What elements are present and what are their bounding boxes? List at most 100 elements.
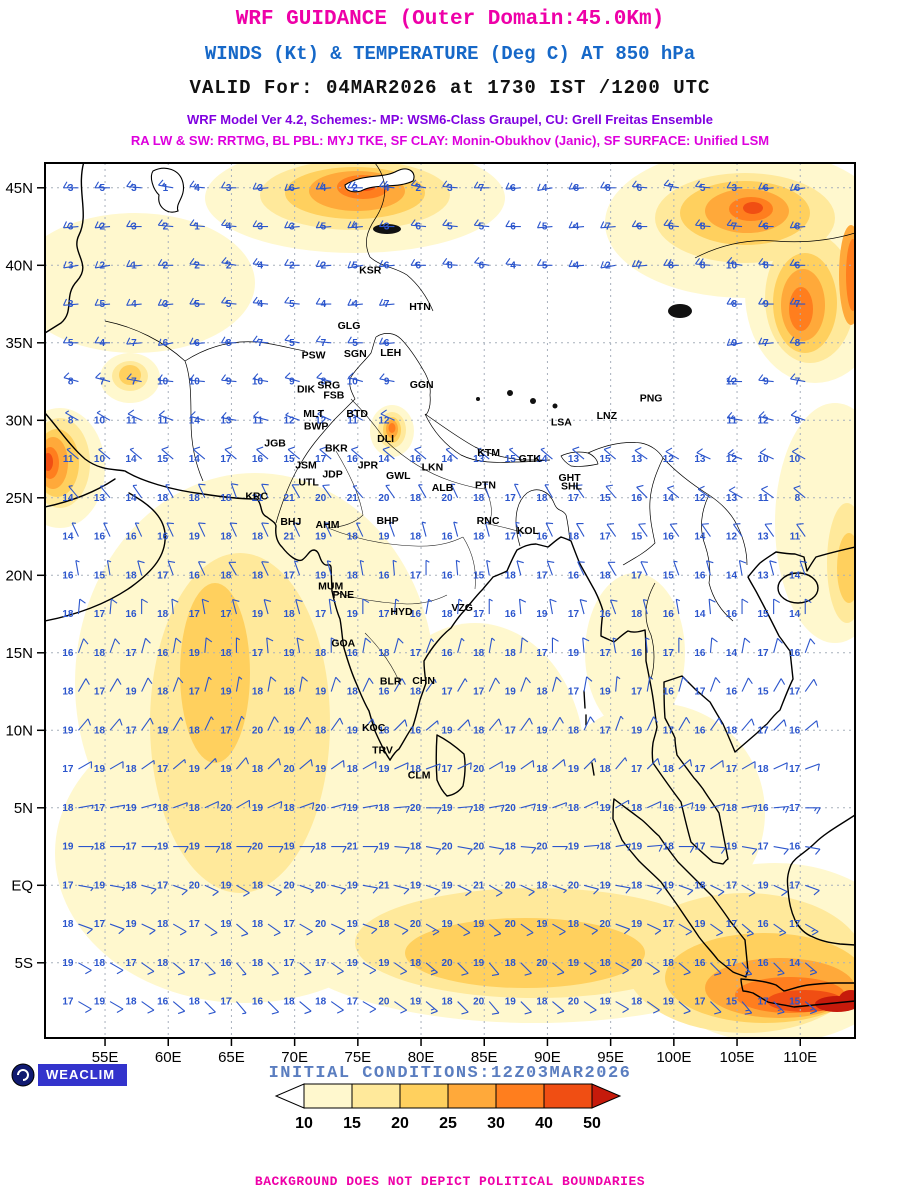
wind-barb-and-temp: 3 [220,181,237,194]
wind-barb-and-temp: 18 [726,803,758,814]
temp-value: 19 [568,958,580,969]
wind-barb-feather [622,969,629,975]
temp-value: 3 [131,183,137,194]
wind-barb-and-temp: 21 [347,485,364,504]
wind-barb-and-temp: 18 [126,560,145,581]
temp-value: 17 [568,493,580,504]
temp-value: 18 [94,648,106,659]
wind-barb-feather [728,486,736,491]
wind-barb-shaft [95,303,111,306]
wind-barb-shaft [316,340,332,344]
wind-barb-feather [401,929,409,935]
temp-contour-fill [846,239,855,311]
wind-barb-shaft [299,717,308,731]
wind-barb-shaft [552,802,567,809]
wind-barb-and-temp: 19 [442,719,471,736]
wind-barb-shaft [192,448,206,460]
wind-barb-shaft [362,884,378,889]
wind-barb-feather [528,891,535,897]
wind-barb-half-feather [635,183,639,188]
wind-barb-feather [378,298,383,306]
wind-barb-and-temp: 18 [62,919,93,935]
wind-barb-shaft [172,758,186,770]
wind-barb-and-temp: 18 [157,677,184,698]
wind-barb-half-feather [745,1009,750,1012]
wind-barb-and-temp: 18 [252,758,281,775]
temp-value: 20 [315,803,327,814]
wind-barb-shaft [710,962,722,974]
wind-barb-and-temp: 18 [758,762,788,775]
wind-barb-feather [198,561,206,563]
temp-value: 17 [789,687,801,698]
wind-barb-feather [373,846,379,853]
temp-value: 15 [758,609,770,620]
temp-value: 19 [568,764,580,775]
wind-barb-half-feather [563,890,567,894]
wind-barb-shaft [106,560,111,576]
wind-barb-and-temp: 16 [758,919,787,937]
temp-value: 19 [157,842,169,853]
wind-barb-feather [147,970,155,975]
wind-barb-feather [467,719,471,727]
wind-barb-and-temp: 17 [410,559,430,581]
wind-barb-and-temp: 19 [663,880,694,896]
wind-barb-and-temp: 16 [694,560,714,581]
wind-barb-feather [241,933,249,937]
wind-barb-half-feather [434,679,437,683]
wind-barb-feather [696,448,703,454]
wind-barb-feather [559,717,564,724]
temp-value: 18 [442,609,454,620]
temp-value: 19 [442,803,454,814]
temp-value: 11 [758,493,769,504]
wind-barb-shaft [235,716,243,731]
wind-barb-and-temp: 17 [663,637,683,659]
wind-barb-half-feather [458,598,463,602]
wind-barb-shaft [95,377,111,383]
wind-barb-and-temp: 19 [347,598,370,620]
wind-barb-half-feather [565,802,568,807]
wind-barb-feather [622,1008,629,1013]
wind-barb-and-temp: 19 [378,762,409,775]
wind-barb-shaft [520,803,536,809]
wind-barb-feather [114,638,121,645]
temp-value: 13 [631,454,643,465]
wind-barb-shaft [172,637,177,653]
wind-barb-shaft [198,483,206,499]
wind-barb-and-temp: 14 [789,598,812,620]
temp-value: 4 [542,183,548,194]
colorbar-left-arrow [274,1083,305,1109]
wind-barb-and-temp: 1 [189,219,205,233]
wind-barb-shaft [316,377,332,383]
temp-value: 9 [289,377,295,388]
wind-barb-shaft [232,599,237,615]
wind-barb-feather [404,847,410,854]
wind-barb-feather [790,373,796,380]
wind-barb-feather [343,803,347,811]
wind-barb-shaft [75,560,79,576]
wind-barb-and-temp: 19 [505,677,531,698]
wind-barb-feather [315,260,320,267]
wind-barb-and-temp: 4 [347,298,363,310]
wind-barb-and-temp: 16 [726,598,749,620]
wind-barb-and-temp: 16 [536,522,554,543]
wind-barb-feather [287,446,295,450]
wind-barb-shaft [362,718,373,731]
wind-barb-and-temp: 17 [220,599,240,620]
temp-value: 20 [252,725,264,736]
wind-barb-half-feather [161,222,165,226]
wind-barb-shaft [221,302,237,305]
station-label: HTN [409,301,431,313]
wind-barb-shaft [790,414,806,421]
temp-value: 18 [663,958,675,969]
temp-value: 17 [726,958,738,969]
wind-barb-half-feather [428,598,432,603]
wind-barb-shaft [299,758,312,770]
wind-barb-shaft [158,342,174,346]
temp-value: 11 [347,415,358,426]
wind-barb-and-temp: 9 [379,373,395,388]
wind-barb-feather [663,258,668,266]
colorbar-tick-label: 10 [295,1115,313,1132]
temp-value: 19 [189,648,201,659]
wind-barb-and-temp: 5 [284,334,300,349]
wind-barb-shaft [394,846,410,849]
